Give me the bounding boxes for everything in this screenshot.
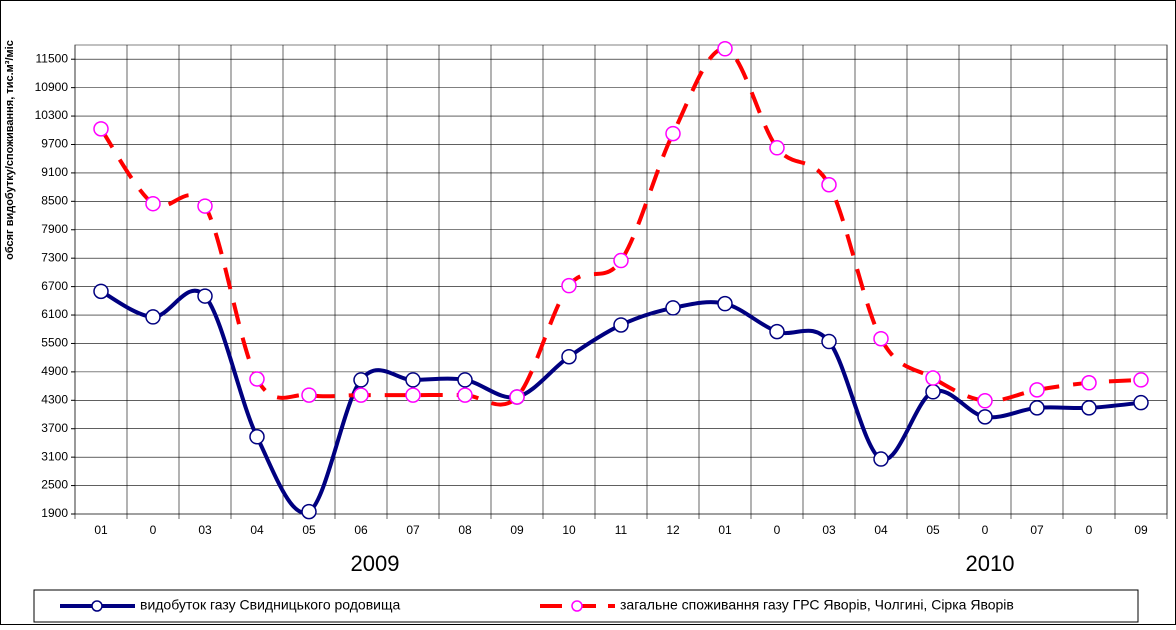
y-tick-label: 8500: [41, 194, 68, 208]
marker: [93, 121, 109, 137]
marker: [353, 372, 369, 388]
legend-label: видобуток газу Свидницького родовища: [140, 597, 400, 613]
plot-area: [74, 44, 1168, 515]
x-tick-label: 03: [198, 523, 212, 537]
y-tick-label: 7300: [41, 250, 68, 264]
marker: [717, 295, 733, 312]
y-tick-label: 7900: [41, 222, 68, 236]
y-tick-label: 11500: [36, 51, 69, 65]
y-tick-label: 4300: [41, 392, 68, 406]
x-tick-label: 10: [562, 523, 576, 537]
marker: [665, 125, 681, 142]
marker: [301, 387, 317, 403]
x-tick-label: 06: [354, 523, 368, 537]
marker: [665, 300, 681, 316]
x-tick-label: 08: [458, 523, 472, 537]
marker: [145, 195, 161, 212]
marker: [405, 372, 421, 388]
marker: [925, 370, 941, 386]
x-tick-label: 12: [666, 523, 680, 537]
y-tick-label: 6700: [41, 279, 68, 293]
x-tick-label: 03: [822, 523, 836, 537]
marker: [613, 317, 629, 333]
y-tick-label: 3100: [41, 449, 68, 463]
marker: [457, 387, 473, 403]
x-tick-label: 09: [510, 523, 524, 537]
marker: [561, 348, 577, 365]
marker: [873, 330, 889, 347]
y-tick-label: 10300: [35, 108, 69, 122]
y-tick-label: 1900: [41, 506, 68, 520]
x-tick-label: 0: [774, 523, 781, 537]
marker: [353, 387, 369, 403]
year-label: 2009: [351, 551, 400, 576]
x-tick-label: 07: [1030, 523, 1044, 537]
marker: [1081, 375, 1097, 391]
marker: [717, 41, 733, 57]
marker: [769, 140, 785, 156]
marker: [1081, 400, 1097, 416]
marker: [509, 389, 525, 405]
x-tick-label: 05: [302, 523, 316, 537]
y-tick-label: 4900: [41, 364, 68, 378]
y-tick-label: 9700: [41, 137, 68, 151]
marker: [249, 429, 265, 445]
marker: [1133, 372, 1149, 388]
x-tick-label: 05: [926, 523, 940, 537]
x-tick-label: 0: [982, 523, 989, 537]
marker: [93, 283, 109, 300]
marker: [821, 333, 837, 350]
marker: [769, 323, 785, 340]
marker: [613, 252, 629, 269]
y-tick-label: 6100: [41, 307, 68, 321]
marker: [821, 177, 837, 193]
marker: [925, 384, 941, 400]
marker: [1029, 382, 1045, 398]
x-tick-label: 09: [1134, 523, 1148, 537]
x-tick-label: 04: [874, 523, 888, 537]
x-tick-label: 01: [94, 523, 108, 537]
y-tick-label: 5500: [41, 336, 68, 350]
marker: [561, 277, 577, 294]
marker: [1029, 400, 1045, 416]
marker: [1133, 394, 1149, 411]
legend-marker: [571, 600, 583, 612]
x-tick-label: 04: [250, 523, 264, 537]
marker: [145, 309, 161, 325]
marker: [873, 451, 889, 467]
marker: [249, 371, 265, 387]
year-label: 2010: [966, 551, 1015, 576]
x-tick-label: 0: [150, 523, 157, 537]
y-tick-label: 2500: [41, 478, 68, 492]
y-tick-label: 3700: [41, 421, 68, 435]
x-tick-label: 0: [1086, 523, 1093, 537]
marker: [977, 409, 993, 425]
legend-marker: [91, 600, 103, 612]
x-tick-label: 01: [718, 523, 732, 537]
legend-label: загальне споживання газу ГРС Яворів, Чол…: [620, 597, 1014, 613]
marker: [301, 503, 317, 520]
x-tick-label: 11: [615, 523, 628, 537]
y-tick-label: 10900: [35, 80, 69, 94]
y-tick-label: 9100: [41, 165, 68, 179]
marker: [197, 288, 213, 304]
y-axis-label: обсяг видобутку/споживання, тис.м³/міс: [4, 40, 16, 260]
marker: [197, 198, 213, 214]
x-tick-label: 07: [406, 523, 420, 537]
marker: [977, 393, 993, 409]
marker: [457, 372, 473, 388]
marker: [405, 387, 421, 403]
